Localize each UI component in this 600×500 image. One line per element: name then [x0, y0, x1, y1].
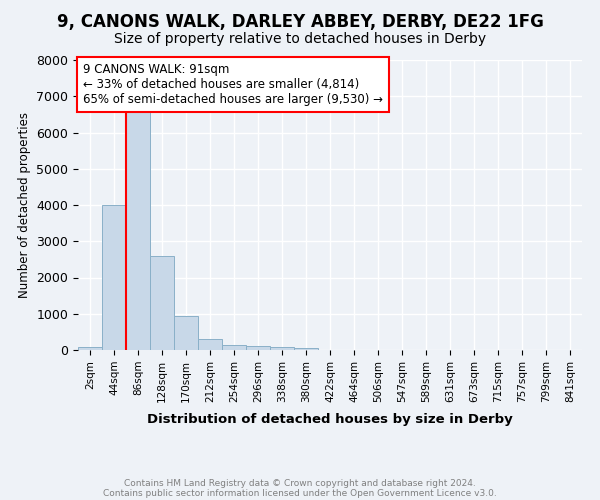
Bar: [294, 348, 318, 350]
Bar: [174, 316, 198, 350]
Bar: [126, 111, 150, 350]
Bar: [78, 347, 102, 350]
X-axis label: Distribution of detached houses by size in Derby: Distribution of detached houses by size …: [147, 413, 513, 426]
Text: 9 CANONS WALK: 91sqm
← 33% of detached houses are smaller (4,814)
65% of semi-de: 9 CANONS WALK: 91sqm ← 33% of detached h…: [83, 63, 383, 106]
Text: Contains public sector information licensed under the Open Government Licence v3: Contains public sector information licen…: [103, 488, 497, 498]
Bar: [270, 347, 294, 350]
Y-axis label: Number of detached properties: Number of detached properties: [18, 112, 31, 298]
Bar: [222, 346, 246, 350]
Bar: [150, 256, 174, 350]
Text: 9, CANONS WALK, DARLEY ABBEY, DERBY, DE22 1FG: 9, CANONS WALK, DARLEY ABBEY, DERBY, DE2…: [56, 12, 544, 30]
Bar: [246, 346, 270, 350]
Bar: [198, 339, 222, 350]
Text: Contains HM Land Registry data © Crown copyright and database right 2024.: Contains HM Land Registry data © Crown c…: [124, 478, 476, 488]
Text: Size of property relative to detached houses in Derby: Size of property relative to detached ho…: [114, 32, 486, 46]
Bar: [102, 205, 126, 350]
